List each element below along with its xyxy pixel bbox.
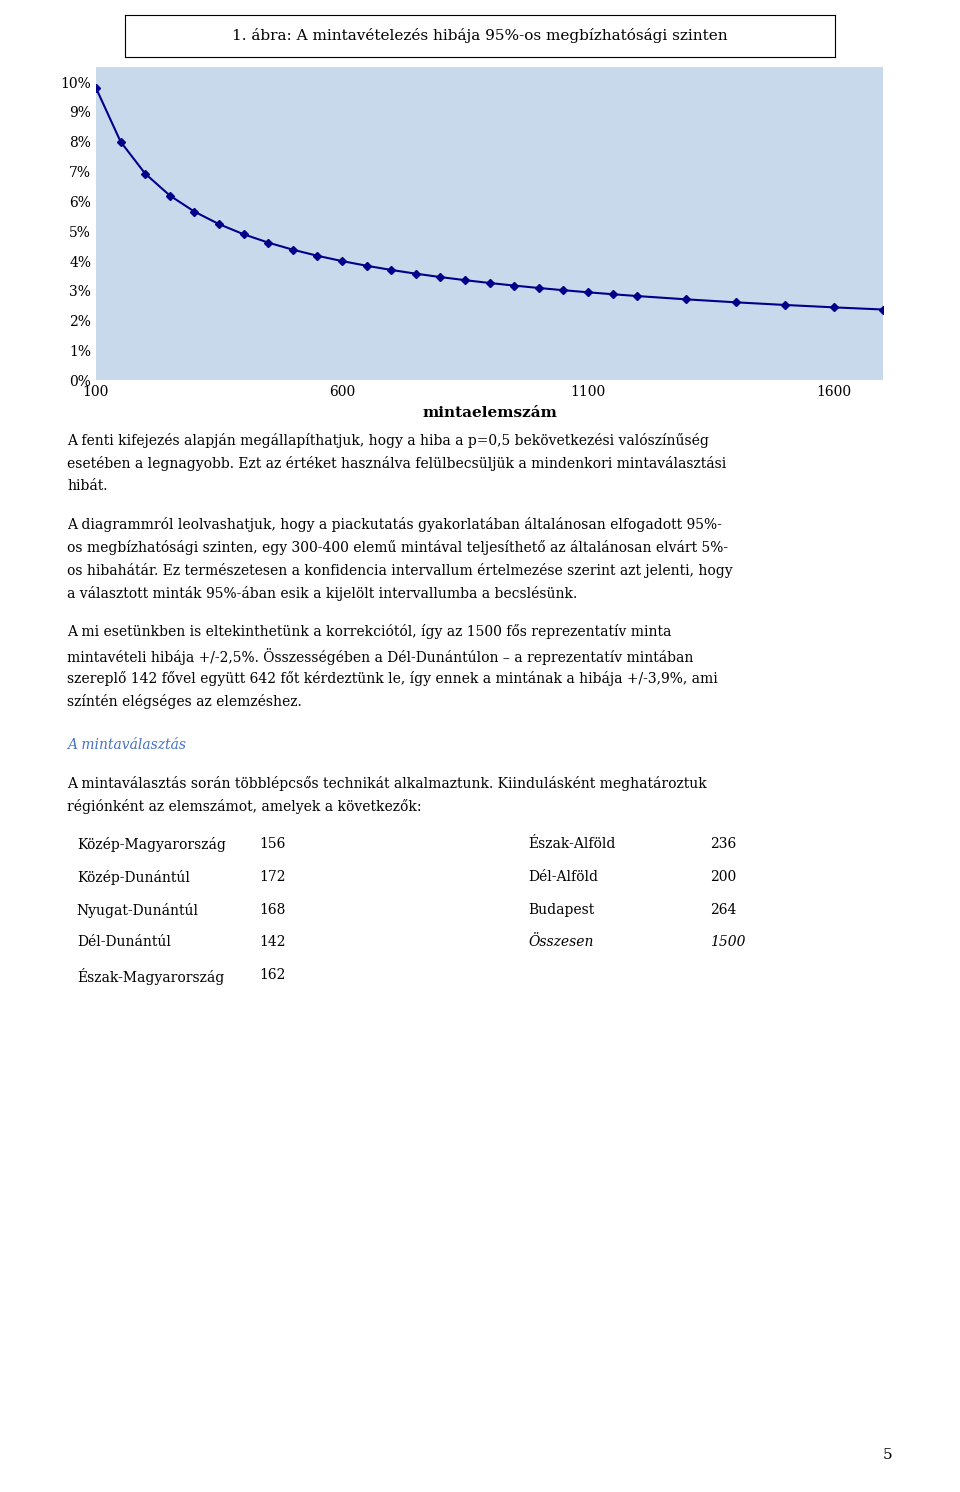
Text: A mintaválasztás: A mintaválasztás: [67, 737, 186, 752]
Text: Közép-Dunántúl: Közép-Dunántúl: [77, 870, 190, 885]
Text: Dél-Alföld: Dél-Alföld: [528, 870, 598, 883]
Text: 162: 162: [259, 968, 285, 982]
Text: szereplő 142 fővel együtt 642 főt kérdeztünk le, így ennek a mintának a hibája +: szereplő 142 fővel együtt 642 főt kérdez…: [67, 670, 718, 686]
Text: 172: 172: [259, 870, 286, 883]
Text: A fenti kifejezés alapján megállapíthatjuk, hogy a hiba a p=0,5 bekövetkezési va: A fenti kifejezés alapján megállapíthatj…: [67, 433, 709, 448]
Text: mintaelemszám: mintaelemszám: [422, 406, 557, 419]
Text: 200: 200: [710, 870, 736, 883]
Text: 5: 5: [883, 1449, 893, 1462]
Text: 142: 142: [259, 935, 286, 949]
Text: Összesen: Összesen: [528, 935, 593, 949]
Text: 1500: 1500: [710, 935, 746, 949]
Text: 156: 156: [259, 837, 285, 850]
Text: Észak-Magyarország: Észak-Magyarország: [77, 968, 224, 985]
Text: a választott minták 95%-ában esik a kijelölt intervallumba a becslésünk.: a választott minták 95%-ában esik a kije…: [67, 586, 578, 601]
Text: esetében a legnagyobb. Ezt az értéket használva felülbecsüljük a mindenkori mint: esetében a legnagyobb. Ezt az értéket ha…: [67, 457, 727, 471]
Text: hibát.: hibát.: [67, 479, 108, 492]
Text: os megbízhatósági szinten, egy 300-400 elemű mintával teljesíthető az általánosa: os megbízhatósági szinten, egy 300-400 e…: [67, 540, 729, 555]
Text: Dél-Dunántúl: Dél-Dunántúl: [77, 935, 171, 949]
Text: Közép-Magyarország: Közép-Magyarország: [77, 837, 226, 852]
Text: 1. ábra: A mintavételezés hibája 95%-os megbízhatósági szinten: 1. ábra: A mintavételezés hibája 95%-os …: [232, 28, 728, 43]
Text: 264: 264: [710, 903, 736, 916]
Text: mintavételi hibája +/-2,5%. Összességében a Dél-Dunántúlon – a reprezentatív min: mintavételi hibája +/-2,5%. Összességébe…: [67, 648, 693, 664]
Text: A mintaválasztás során többlépcsős technikát alkalmaztunk. Kiindulásként meghatá: A mintaválasztás során többlépcsős techn…: [67, 776, 707, 791]
Text: os hibahátár. Ez természetesen a konfidencia intervallum értelmezése szerint azt: os hibahátár. Ez természetesen a konfide…: [67, 562, 732, 579]
Text: színtén elégséges az elemzéshez.: színtén elégséges az elemzéshez.: [67, 694, 302, 709]
Text: Nyugat-Dunántúl: Nyugat-Dunántúl: [77, 903, 199, 918]
Text: A diagrammról leolvashatjuk, hogy a piackutatás gyakorlatában általánosan elfoga: A diagrammról leolvashatjuk, hogy a piac…: [67, 516, 722, 533]
Text: 168: 168: [259, 903, 285, 916]
Text: Budapest: Budapest: [528, 903, 594, 916]
Text: régiónként az elemszámot, amelyek a következők:: régiónként az elemszámot, amelyek a köve…: [67, 798, 421, 815]
Text: Észak-Alföld: Észak-Alföld: [528, 837, 615, 850]
Text: 236: 236: [710, 837, 736, 850]
Text: A mi esetünkben is eltekinthetünk a korrekciótól, így az 1500 fős reprezentatív : A mi esetünkben is eltekinthetünk a korr…: [67, 624, 672, 640]
